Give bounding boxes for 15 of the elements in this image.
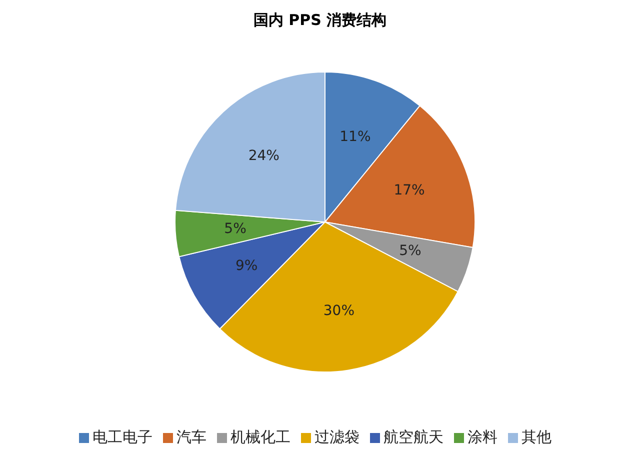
data-label: 9% — [235, 258, 258, 274]
legend-label: 电工电子 — [92, 428, 152, 446]
data-label: 11% — [340, 129, 371, 146]
legend-label: 过滤袋 — [314, 428, 360, 446]
data-label: 30% — [323, 302, 355, 319]
data-label: 17% — [394, 182, 425, 198]
legend-label: 机械化工 — [230, 428, 290, 446]
legend-label: 其他 — [522, 428, 552, 446]
data-label: 24% — [248, 148, 280, 164]
chart-title: 国内 PPS 消费结构 — [252, 10, 388, 31]
legend-label: 汽车 — [176, 428, 206, 446]
data-label: 5% — [224, 220, 246, 237]
legend-label: 航空航天 — [384, 428, 444, 446]
legend-label: 涂料 — [468, 428, 498, 446]
data-label: 5% — [399, 242, 422, 259]
